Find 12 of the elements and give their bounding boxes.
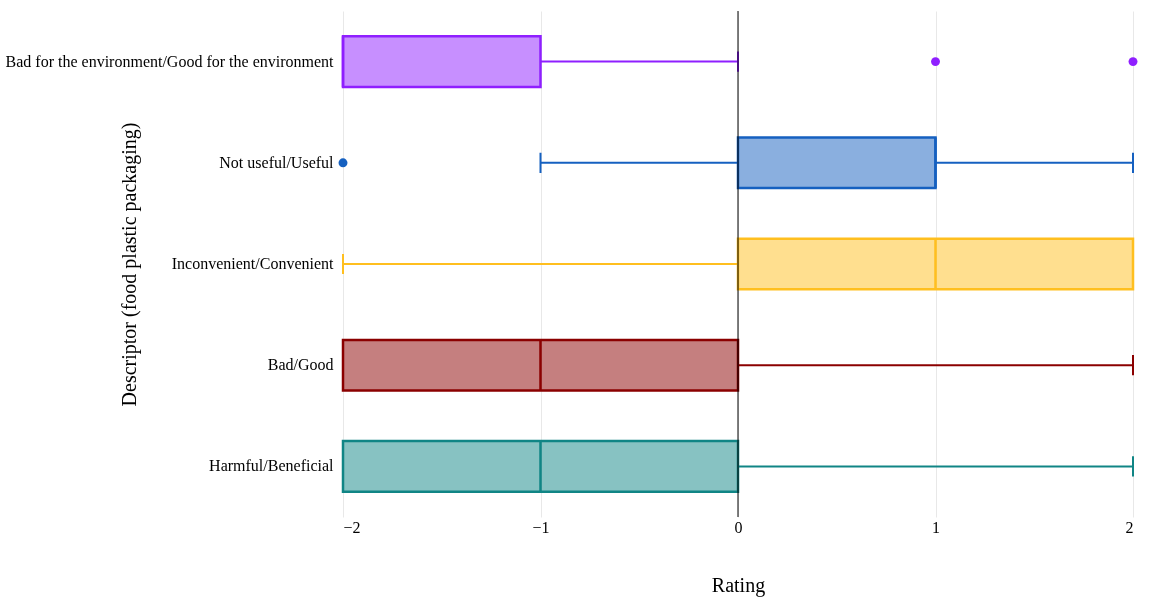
x-tick-label: −1 [532, 518, 550, 536]
y-tick-label: Bad for the environment/Good for the environment [5, 52, 335, 70]
x-tick-label: 1 [932, 518, 940, 536]
y-tick-label: Inconvenient/Convenient [171, 255, 335, 272]
y-tick-label: Bad/Good [267, 356, 334, 374]
y-tick-label: Not useful/Useful [219, 153, 335, 171]
y-tick-label: Harmful/Beneficial [209, 457, 335, 475]
x-tick-label: 2 [1125, 518, 1134, 536]
x-tick-label: −2 [343, 518, 361, 536]
x-tick-label: 0 [734, 518, 743, 536]
x-axis-title: Rating [711, 573, 766, 597]
y-axis-title: Descriptor (food plastic packaging) [117, 122, 141, 407]
